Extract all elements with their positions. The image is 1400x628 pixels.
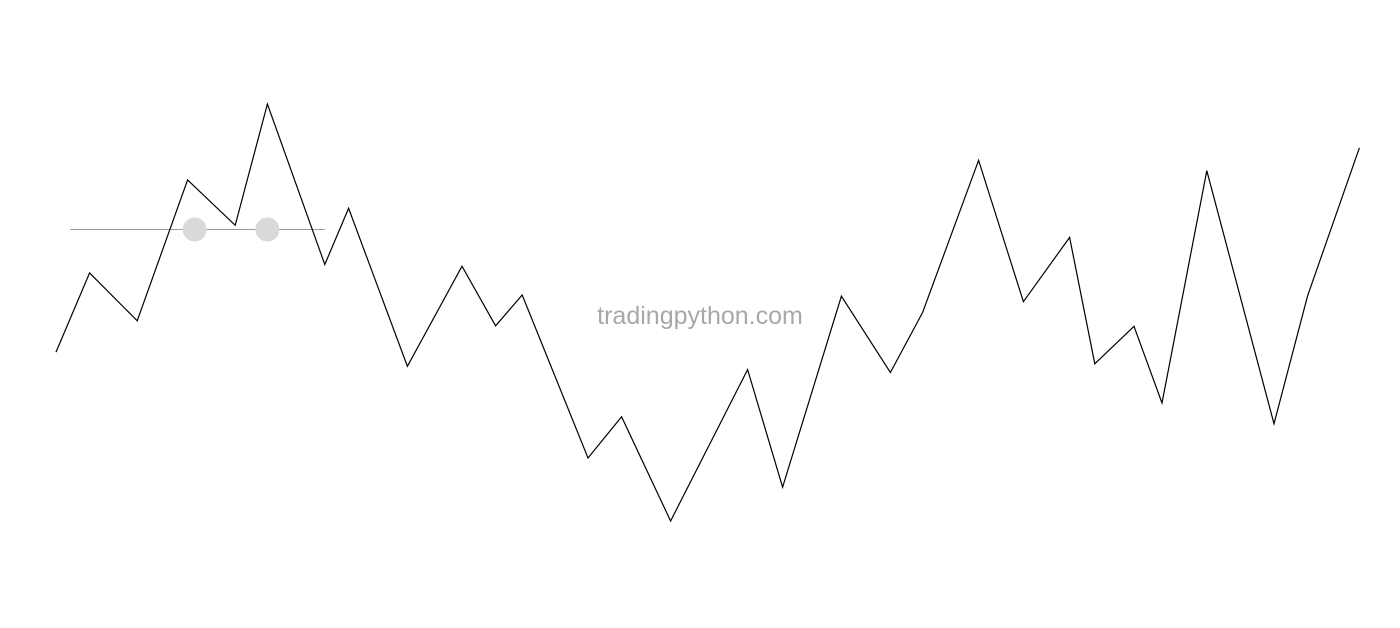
touch-markers-group — [182, 217, 280, 242]
price-line-group — [55, 101, 1360, 523]
watermark-text: tradingpython.com — [597, 302, 803, 330]
price-line-series-1 — [55, 101, 1360, 523]
touch-marker-1 — [182, 217, 207, 242]
touch-marker-2 — [255, 217, 280, 242]
